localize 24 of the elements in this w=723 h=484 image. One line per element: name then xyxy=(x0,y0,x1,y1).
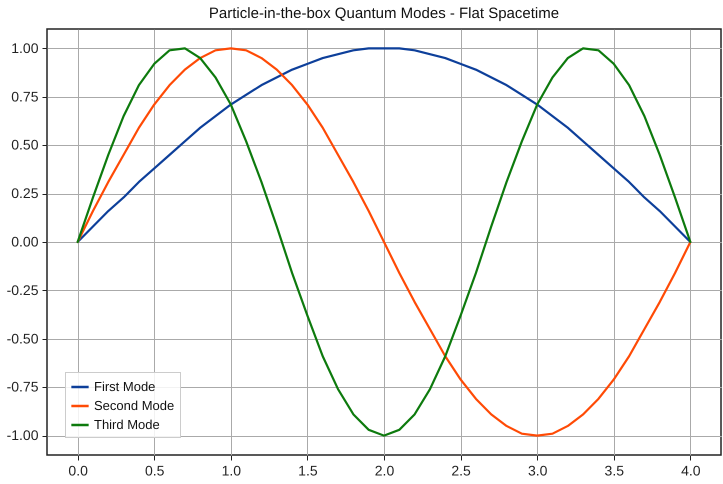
x-tick-label: 0.5 xyxy=(144,462,165,478)
x-tick-label: 2.5 xyxy=(451,462,472,478)
y-tick-label: 1.00 xyxy=(11,40,39,56)
legend-label: Third Mode xyxy=(94,417,160,432)
x-tick-label: 1.5 xyxy=(298,462,318,478)
y-tick-label: -0.50 xyxy=(6,330,39,346)
x-tick-label: 3.0 xyxy=(528,462,548,478)
y-tick-label: 0.50 xyxy=(11,136,39,153)
y-tick-label: 0.00 xyxy=(11,234,39,250)
y-tick-label: -0.25 xyxy=(6,282,39,298)
x-tick-label: 3.5 xyxy=(604,462,624,478)
y-tick-label: -1.00 xyxy=(6,427,39,444)
x-tick-label: 1.0 xyxy=(222,462,242,478)
y-tick-label: 0.25 xyxy=(11,185,39,202)
x-tick-label: 4.0 xyxy=(681,462,701,478)
x-tick-label: 2.0 xyxy=(374,462,394,478)
x-tick-label: 0.0 xyxy=(68,462,88,478)
line-series xyxy=(76,47,692,244)
legend-label: First Mode xyxy=(94,379,156,394)
y-tick-label: -0.75 xyxy=(6,378,39,395)
y-tick-label: 0.75 xyxy=(11,88,39,104)
chart-title: Particle-in-the-box Quantum Modes - Flat Spacetime xyxy=(208,5,560,22)
line-series xyxy=(76,47,692,437)
legend-label: Second Mode xyxy=(94,398,174,413)
